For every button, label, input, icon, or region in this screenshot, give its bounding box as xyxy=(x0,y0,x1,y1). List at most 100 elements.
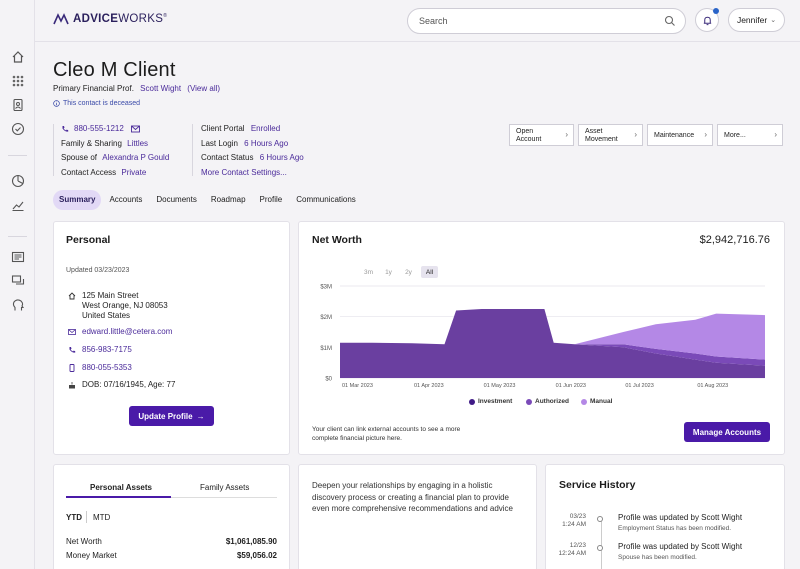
x-tick-label: 01 Aug 2023 xyxy=(697,383,728,389)
action-label-1: Maintenance xyxy=(654,132,695,139)
user-menu[interactable]: Jennifer ⌄ xyxy=(728,8,785,32)
area-investment xyxy=(340,309,765,378)
email-link[interactable]: edward.little@cetera.com xyxy=(82,327,173,336)
user-name: Jennifer xyxy=(736,15,768,25)
trend-chart-icon[interactable] xyxy=(10,197,25,212)
legend-investment: Investment xyxy=(469,398,512,405)
manage-accounts-button[interactable]: Manage Accounts xyxy=(684,422,770,442)
phone2-link[interactable]: 880-055-5353 xyxy=(82,363,132,372)
notification-badge xyxy=(713,8,719,14)
mail-icon[interactable] xyxy=(130,125,140,133)
logo-mark-icon xyxy=(53,13,69,25)
asset-row: Money Market $59,056.02 xyxy=(66,551,277,560)
legend-swatch xyxy=(469,398,475,405)
spouse-label: Spouse of xyxy=(61,153,98,162)
x-tick-label: 01 Mar 2023 xyxy=(342,383,373,389)
history-timestamp: 12/23 12:24 AM xyxy=(558,542,586,558)
asset-row: Net Worth $1,061,085.90 xyxy=(66,537,277,546)
chat-icon[interactable] xyxy=(10,273,25,288)
y-tick-label: $2M xyxy=(320,315,332,321)
notifications-button[interactable] xyxy=(695,8,719,32)
spouse-link[interactable]: Alexandra P Gould xyxy=(102,153,170,162)
history-date: 12/23 xyxy=(569,542,586,549)
timeline-line xyxy=(601,519,602,569)
primary-label: Primary Financial Prof. xyxy=(53,84,134,93)
history-title: Profile was updated by Scott Wight xyxy=(618,542,743,551)
tab-communications[interactable]: Communications xyxy=(296,195,356,204)
chevron-right-icon: › xyxy=(704,130,707,139)
maintenance-button[interactable]: Maintenance › xyxy=(647,124,713,146)
phone-icon xyxy=(69,347,76,353)
asset-value: $1,061,085.90 xyxy=(225,537,277,546)
chevron-down-icon: ⌄ xyxy=(770,17,777,24)
legend-label: Investment xyxy=(478,398,513,405)
sidebar xyxy=(0,0,35,569)
more-settings-link[interactable]: More Contact Settings... xyxy=(201,167,287,177)
personal-title: Personal xyxy=(66,234,111,246)
legend-label: Manual xyxy=(590,398,613,405)
legend-manual: Manual xyxy=(581,398,612,405)
page-title: Cleo M Client xyxy=(53,59,176,81)
search-input[interactable]: Search xyxy=(407,8,686,34)
portal-link[interactable]: Enrolled xyxy=(250,124,281,133)
pie-chart-icon[interactable] xyxy=(10,173,25,188)
dob-row: DOB: 07/16/1945, Age: 77 xyxy=(68,380,175,389)
tab-documents[interactable]: Documents xyxy=(156,195,197,204)
mobile-icon xyxy=(69,364,75,372)
id-card-icon[interactable] xyxy=(10,97,25,112)
phone2-row: 880-055-5353 xyxy=(68,363,132,372)
open-account-button[interactable]: Open Account › xyxy=(509,124,574,146)
phone1-link[interactable]: 856-983-7175 xyxy=(82,345,132,354)
info-icon xyxy=(53,100,60,107)
contact-access-link[interactable]: Private xyxy=(121,167,147,177)
checklist-icon[interactable] xyxy=(10,121,25,136)
asset-label: Money Market xyxy=(66,551,117,560)
y-tick-label: $3M xyxy=(320,285,332,291)
ytd-toggle[interactable]: YTD xyxy=(66,513,82,522)
engagement-card: Deepen your relationships by engaging in… xyxy=(298,464,537,569)
more-actions-button[interactable]: More... › xyxy=(717,124,783,146)
phone-link[interactable]: 880-555-1212 xyxy=(74,124,124,133)
view-all-link[interactable]: (View all) xyxy=(187,84,221,93)
range-all-button[interactable]: All xyxy=(421,266,438,278)
last-login-label: Last Login xyxy=(201,138,238,148)
update-profile-button[interactable]: Update Profile → xyxy=(129,406,214,426)
last-login-value: 6 Hours Ago xyxy=(244,138,289,148)
asset-movement-button[interactable]: Asset Movement › xyxy=(578,124,643,146)
primary-professional: Primary Financial Prof. Scott Wight (Vie… xyxy=(53,84,220,93)
primary-name-link[interactable]: Scott Wight xyxy=(140,84,182,93)
apps-grid-icon[interactable] xyxy=(10,73,25,88)
chevron-right-icon: › xyxy=(634,130,637,139)
y-tick-label: $0 xyxy=(325,377,332,383)
tab-family-assets[interactable]: Family Assets xyxy=(200,483,250,492)
range-3m-button[interactable]: 3m xyxy=(363,268,374,276)
range-2y-button[interactable]: 2y xyxy=(405,268,412,276)
history-detail: Spouse has been modified. xyxy=(618,554,697,561)
address-row: 125 Main Street West Orange, NJ 08053 Un… xyxy=(68,291,168,321)
news-icon[interactable] xyxy=(10,249,25,264)
logo[interactable]: ADVICEWORKS® xyxy=(53,13,167,25)
status-value: 6 Hours Ago xyxy=(259,153,304,162)
timeline-dot xyxy=(597,545,603,551)
search-icon[interactable] xyxy=(664,15,676,27)
tab-personal-assets[interactable]: Personal Assets xyxy=(90,483,152,492)
tab-summary[interactable]: Summary xyxy=(53,190,102,210)
range-1y-button[interactable]: 1y xyxy=(385,268,392,276)
address-line-1: 125 Main Street xyxy=(82,291,139,300)
top-bar: ADVICEWORKS® Search Jennifer ⌄ xyxy=(35,0,800,42)
net-worth-title: Net Worth xyxy=(312,234,362,246)
net-worth-total: $2,942,716.76 xyxy=(699,234,770,246)
tab-profile[interactable]: Profile xyxy=(259,195,283,204)
tab-accounts[interactable]: Accounts xyxy=(109,195,143,204)
address-line-3: United States xyxy=(82,311,131,320)
tab-roadmap[interactable]: Roadmap xyxy=(210,195,246,204)
search-placeholder: Search xyxy=(419,16,448,26)
family-label: Family & Sharing xyxy=(61,138,122,148)
service-history-title: Service History xyxy=(559,479,636,491)
x-tick-label: 01 Jun 2023 xyxy=(556,383,586,389)
phone1-row: 856-983-7175 xyxy=(68,345,132,354)
head-icon[interactable] xyxy=(10,297,25,312)
home-icon[interactable] xyxy=(10,49,25,64)
mtd-toggle[interactable]: MTD xyxy=(93,513,111,522)
family-link[interactable]: Littles xyxy=(127,138,149,148)
